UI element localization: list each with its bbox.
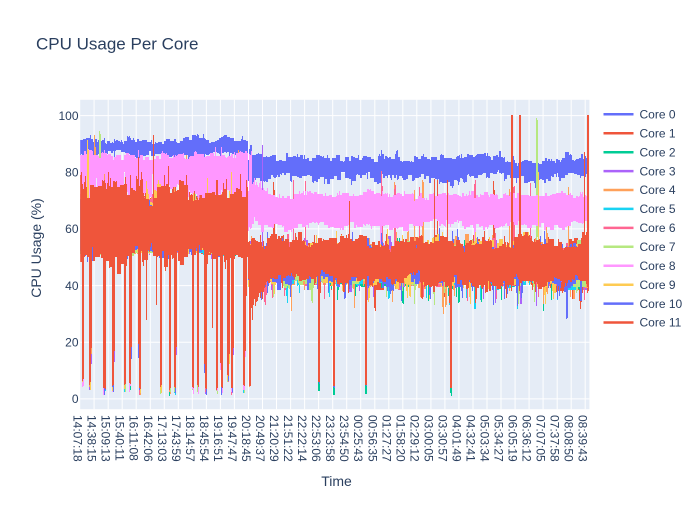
svg-text:03:30:57: 03:30:57	[435, 415, 449, 462]
svg-text:Time: Time	[321, 473, 352, 489]
svg-text:Core 6: Core 6	[640, 221, 676, 235]
svg-text:Core 2: Core 2	[640, 145, 676, 159]
svg-text:17:43:59: 17:43:59	[169, 415, 183, 462]
svg-text:14:07:18: 14:07:18	[71, 415, 85, 462]
svg-text:Core 1: Core 1	[640, 126, 676, 140]
svg-text:18:45:54: 18:45:54	[197, 415, 211, 462]
svg-text:07:37:58: 07:37:58	[548, 415, 562, 462]
svg-text:Core 9: Core 9	[640, 278, 676, 292]
svg-text:08:39:43: 08:39:43	[576, 415, 590, 462]
svg-text:Core 3: Core 3	[640, 164, 676, 178]
svg-text:Core 0: Core 0	[640, 108, 676, 122]
svg-text:00:56:35: 00:56:35	[365, 415, 379, 462]
svg-text:40: 40	[65, 279, 79, 293]
svg-text:60: 60	[65, 222, 79, 236]
svg-text:05:34:27: 05:34:27	[492, 415, 506, 462]
svg-text:08:08:50: 08:08:50	[562, 415, 576, 462]
svg-text:Core 10: Core 10	[640, 297, 683, 311]
svg-text:Core 8: Core 8	[640, 259, 676, 273]
svg-text:19:47:47: 19:47:47	[225, 415, 239, 462]
svg-text:17:13:03: 17:13:03	[155, 415, 169, 462]
svg-text:01:58:20: 01:58:20	[393, 415, 407, 462]
svg-text:20:18:45: 20:18:45	[239, 415, 253, 462]
svg-text:14:38:15: 14:38:15	[85, 415, 99, 462]
svg-text:Core 4: Core 4	[640, 183, 676, 197]
svg-text:CPU Usage Per Core: CPU Usage Per Core	[36, 35, 199, 54]
svg-text:18:14:57: 18:14:57	[183, 415, 197, 462]
svg-text:06:05:19: 06:05:19	[506, 415, 520, 462]
svg-text:CPU Usage (%): CPU Usage (%)	[28, 198, 44, 298]
svg-text:01:27:27: 01:27:27	[379, 415, 393, 462]
svg-text:23:54:50: 23:54:50	[337, 415, 351, 462]
svg-text:Core 11: Core 11	[640, 316, 682, 330]
svg-text:04:32:41: 04:32:41	[464, 415, 478, 462]
svg-text:16:11:08: 16:11:08	[127, 415, 141, 461]
svg-text:07:07:05: 07:07:05	[534, 415, 548, 462]
svg-text:22:22:14: 22:22:14	[295, 415, 309, 462]
svg-text:20:49:37: 20:49:37	[253, 415, 267, 462]
svg-text:04:01:49: 04:01:49	[449, 415, 463, 462]
svg-text:0: 0	[72, 392, 79, 406]
svg-text:02:29:12: 02:29:12	[407, 415, 421, 462]
svg-text:Core 5: Core 5	[640, 202, 676, 216]
svg-text:100: 100	[58, 109, 78, 123]
svg-text:80: 80	[65, 166, 79, 180]
svg-text:21:20:29: 21:20:29	[267, 415, 281, 462]
svg-text:15:40:11: 15:40:11	[113, 415, 127, 461]
svg-text:03:00:05: 03:00:05	[421, 415, 435, 462]
svg-text:16:42:06: 16:42:06	[141, 415, 155, 462]
svg-text:Core 7: Core 7	[640, 240, 676, 254]
svg-text:21:51:22: 21:51:22	[281, 415, 295, 462]
svg-text:05:03:34: 05:03:34	[478, 415, 492, 462]
svg-text:23:23:58: 23:23:58	[323, 415, 337, 462]
svg-text:00:25:43: 00:25:43	[351, 415, 365, 462]
svg-text:20: 20	[65, 335, 79, 349]
svg-text:15:09:13: 15:09:13	[99, 415, 113, 462]
svg-text:19:16:51: 19:16:51	[211, 415, 225, 462]
svg-text:06:36:12: 06:36:12	[520, 415, 534, 462]
svg-text:22:53:06: 22:53:06	[309, 415, 323, 462]
